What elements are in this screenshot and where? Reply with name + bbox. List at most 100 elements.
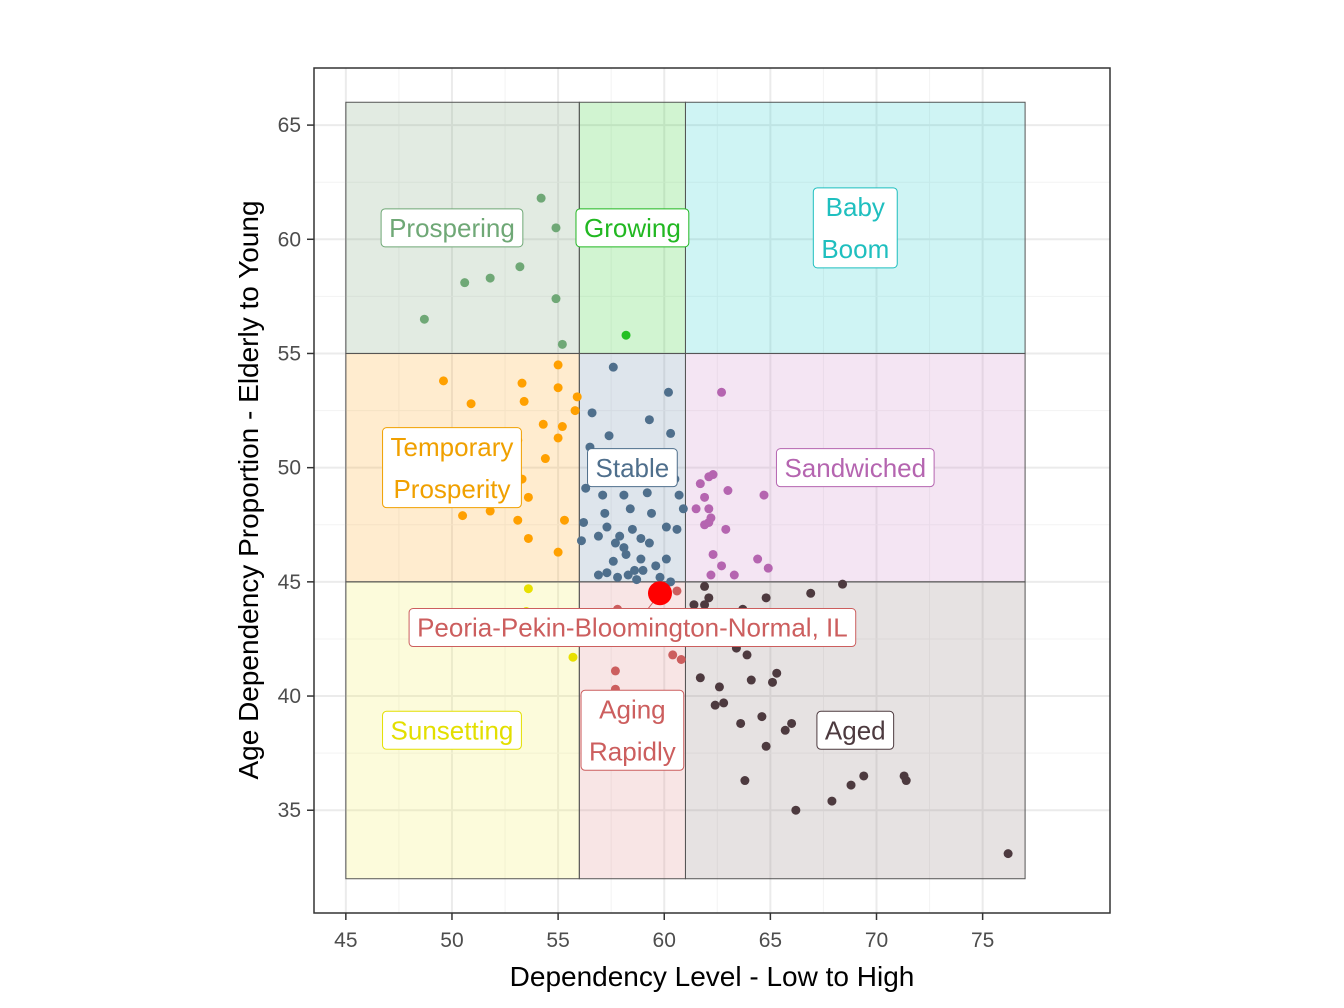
point-sandwiched: [759, 490, 769, 500]
point-sandwiched: [704, 504, 714, 514]
point-aged: [761, 593, 771, 603]
point-aging-rapidly: [610, 666, 620, 676]
point-temporary-prosperity: [513, 515, 523, 525]
point-growing: [621, 330, 631, 340]
point-prospering: [515, 262, 525, 272]
plot-border: [313, 67, 1111, 914]
region-label-sunsetting: Sunsetting: [382, 710, 522, 750]
x-tick-label: 45: [334, 929, 357, 952]
point-aged: [791, 805, 801, 815]
region-label-baby-boom-text: Boom: [821, 234, 889, 264]
y-tick-label: 65: [278, 114, 301, 137]
point-stable: [647, 508, 657, 518]
point-prospering: [419, 314, 429, 324]
highlight-point: [647, 581, 672, 606]
point-stable: [604, 431, 614, 441]
point-aged: [740, 776, 750, 786]
point-aged: [736, 718, 746, 728]
point-temporary-prosperity: [466, 399, 476, 409]
point-stable: [630, 565, 640, 575]
point-stable: [644, 415, 654, 425]
point-stable: [593, 570, 603, 580]
point-stable: [655, 572, 665, 582]
point-prospering: [557, 339, 567, 349]
point-aging-rapidly: [676, 655, 686, 664]
point-stable: [621, 549, 631, 559]
point-aged: [846, 780, 856, 790]
point-sunsetting: [568, 652, 578, 662]
point-stable: [587, 408, 597, 418]
region-label-prospering-text: Prospering: [389, 213, 515, 243]
point-aged: [695, 673, 705, 683]
point-prospering: [551, 294, 561, 304]
point-stable: [619, 543, 629, 553]
region-labels: Prospering Growing Baby Boom Temporary Prospe…: [380, 187, 935, 771]
x-tick-label: 70: [865, 929, 888, 952]
point-stable: [623, 570, 633, 580]
region-label-sunsetting-box: [382, 710, 522, 750]
region-label-sandwiched: Sandwiched: [775, 448, 935, 488]
point-aged: [704, 593, 714, 603]
point-stable: [638, 565, 648, 575]
point-temporary-prosperity: [517, 378, 527, 388]
point-temporary-prosperity: [570, 406, 580, 416]
point-temporary-prosperity: [553, 547, 563, 557]
point-sandwiched: [695, 479, 705, 489]
point-prospering: [485, 273, 495, 283]
region-label-aging-rapidly-box: [580, 689, 685, 771]
x-tick-label: 50: [440, 929, 463, 952]
region-label-baby-boom: Baby Boom: [812, 187, 898, 269]
y-tick-label: 60: [278, 228, 301, 251]
point-aged: [746, 675, 756, 685]
x-tick-label: 75: [971, 929, 994, 952]
point-aged: [700, 581, 710, 591]
y-tick-label: 55: [278, 342, 301, 365]
point-sunsetting: [523, 584, 533, 594]
point-sandwiched: [723, 486, 733, 495]
point-prospering: [551, 223, 561, 233]
point-sandwiched: [763, 563, 773, 573]
region-label-stable: Stable: [587, 448, 678, 488]
point-sandwiched: [717, 387, 727, 397]
point-sandwiched: [704, 517, 714, 527]
highlight-label-text: Peoria-Pekin-Bloomington-Normal, IL: [417, 613, 848, 643]
point-sandwiched: [753, 554, 763, 564]
point-stable: [666, 428, 676, 438]
point-stable: [615, 531, 625, 541]
point-temporary-prosperity: [559, 515, 569, 525]
point-stable: [598, 490, 608, 500]
point-temporary-prosperity: [553, 383, 563, 393]
region-label-sunsetting-text: Sunsetting: [391, 715, 514, 745]
point-aged: [901, 776, 911, 786]
point-aged: [757, 712, 767, 722]
region-label-temporary-prosperity-box: [382, 427, 522, 509]
highlight-label: Peoria-Pekin-Bloomington-Normal, IL: [408, 608, 857, 648]
region-label-aging-rapidly: Aging Rapidly: [580, 689, 685, 771]
point-stable: [636, 554, 646, 564]
point-stable: [608, 362, 618, 372]
point-aged: [838, 579, 848, 589]
point-aged: [827, 796, 837, 806]
point-sandwiched: [708, 549, 718, 559]
region-label-aging-rapidly-text: Rapidly: [589, 736, 676, 766]
point-aged: [859, 771, 869, 781]
x-tick-label: 60: [653, 929, 676, 952]
point-temporary-prosperity: [523, 533, 533, 543]
point-aged: [714, 682, 724, 692]
point-temporary-prosperity: [557, 422, 567, 432]
point-temporary-prosperity: [553, 433, 563, 443]
point-sandwiched: [700, 492, 710, 502]
region-label-temporary-prosperity-text: Prosperity: [393, 474, 510, 504]
point-aged: [742, 650, 752, 660]
region-label-growing-box: [575, 208, 690, 248]
point-temporary-prosperity: [553, 360, 563, 370]
point-aged: [689, 600, 699, 610]
region-label-prospering-box: [380, 208, 524, 248]
region-label-stable-text: Stable: [596, 453, 670, 483]
point-stable: [632, 575, 642, 585]
point-temporary-prosperity: [458, 511, 468, 521]
point-stable: [678, 504, 688, 514]
point-temporary-prosperity: [540, 454, 550, 464]
point-sandwiched: [708, 470, 718, 480]
